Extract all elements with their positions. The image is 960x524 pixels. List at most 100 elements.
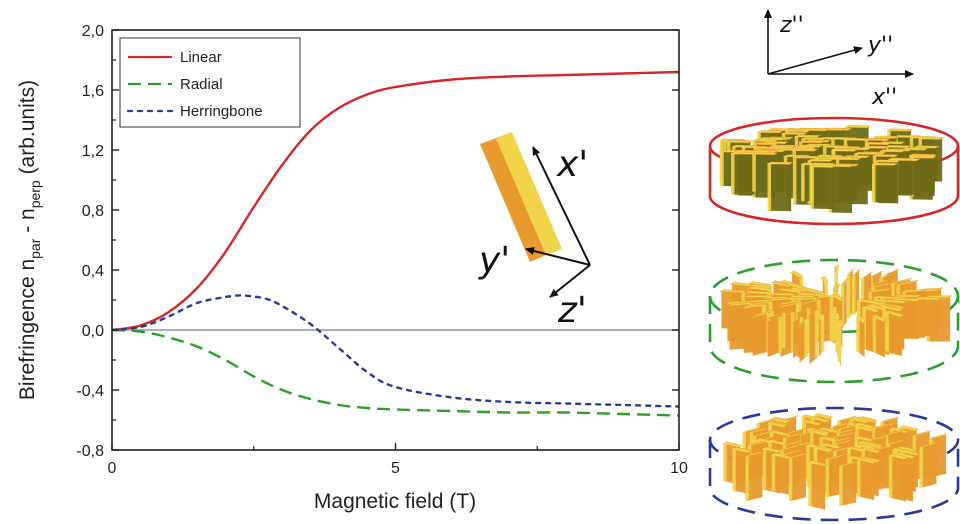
nanorod-top bbox=[731, 447, 752, 454]
nanorod-top bbox=[806, 158, 834, 162]
z-prime-axis-arrow bbox=[549, 264, 591, 298]
nanorod-top bbox=[727, 302, 753, 307]
nanorod-face bbox=[871, 163, 876, 202]
nanorod-top bbox=[782, 432, 802, 439]
disc-outline-front bbox=[708, 296, 960, 384]
nanorod-top bbox=[833, 439, 853, 446]
nanorod-top bbox=[825, 454, 845, 461]
nanorod-top bbox=[767, 439, 788, 446]
nanorod-face bbox=[752, 153, 756, 192]
legend-label-linear: Linear bbox=[180, 49, 222, 66]
nanorod-side bbox=[809, 461, 826, 510]
nanorod-side bbox=[827, 455, 843, 498]
nanorod-face bbox=[801, 163, 805, 202]
rod-front-face bbox=[496, 132, 562, 255]
nanorod-top bbox=[871, 282, 892, 289]
nanorod-top bbox=[839, 460, 859, 467]
nanorod-top bbox=[777, 302, 800, 309]
series-line-herringbone bbox=[112, 294, 679, 408]
nanorod-top bbox=[726, 140, 754, 144]
nanorod-top bbox=[886, 439, 906, 446]
nanorod-side bbox=[732, 152, 755, 195]
x-tick-label: 0 bbox=[108, 460, 117, 477]
disc-outline-front bbox=[708, 440, 960, 522]
nanorod-top bbox=[719, 289, 746, 293]
legend-label-radial: Radial bbox=[180, 76, 223, 93]
nanorod-side bbox=[793, 317, 802, 359]
nanorod-face bbox=[804, 319, 808, 357]
nanorod-side bbox=[767, 316, 781, 358]
nanorod-top bbox=[832, 436, 852, 443]
nanorod-top bbox=[769, 430, 790, 437]
y-prime-axis-arrow bbox=[525, 247, 591, 266]
nanorod-top bbox=[860, 447, 881, 454]
y-tick-label: 0,0 bbox=[82, 323, 104, 340]
nanorod-top bbox=[832, 284, 838, 293]
nanorod-top bbox=[756, 130, 784, 134]
nanorod-side bbox=[873, 163, 896, 203]
nanorod-top bbox=[860, 271, 874, 280]
series-layer bbox=[112, 70, 679, 417]
nanorod-top bbox=[722, 441, 743, 448]
nanorod-side bbox=[830, 165, 853, 213]
nanorod-top bbox=[873, 159, 901, 163]
nanorod-top bbox=[894, 294, 922, 298]
nanorod-top bbox=[900, 449, 921, 456]
nanorod-face bbox=[745, 455, 749, 501]
nanorod-face bbox=[806, 444, 810, 486]
nanorod-top bbox=[870, 279, 890, 286]
nanorod-top bbox=[872, 314, 888, 323]
nanorod-face bbox=[810, 166, 814, 209]
nanorod-top bbox=[800, 137, 828, 141]
nanorod-top bbox=[725, 300, 751, 305]
nanorod-top bbox=[846, 268, 855, 277]
nanorod-top bbox=[742, 295, 770, 298]
nanorod-side bbox=[887, 311, 902, 357]
nanorod-top bbox=[800, 298, 821, 306]
nanorod-top bbox=[912, 430, 932, 437]
nanorod-top bbox=[831, 148, 859, 152]
nanorod-face bbox=[762, 448, 767, 490]
x-axis-ticks: 0 5 10 bbox=[108, 443, 688, 477]
nanorod-top bbox=[780, 444, 800, 451]
nanorod-top bbox=[802, 419, 822, 426]
nanorod-top bbox=[829, 293, 845, 302]
x-prime-axis-arrow bbox=[532, 146, 591, 266]
nanorod-top bbox=[819, 427, 840, 434]
nanorod-top bbox=[751, 152, 779, 155]
nanorod-side bbox=[812, 166, 835, 210]
nanorod-top bbox=[747, 299, 773, 304]
nanorod-top bbox=[868, 287, 892, 293]
nanorod-top bbox=[781, 132, 808, 135]
nanorod-top bbox=[752, 142, 780, 146]
nanorod-top bbox=[851, 268, 862, 277]
legend: Linear Radial Herringbone bbox=[119, 37, 301, 128]
nanorod-top bbox=[756, 418, 776, 425]
nanorod-face bbox=[732, 448, 736, 491]
nanorod-side bbox=[769, 162, 792, 212]
nanorod-face bbox=[919, 446, 924, 488]
nanorod-face bbox=[839, 465, 843, 507]
nanorod-top bbox=[821, 442, 842, 449]
nanorod-top bbox=[881, 305, 904, 312]
nanorod-top bbox=[853, 152, 881, 155]
nanorod-top bbox=[865, 142, 892, 145]
nanorod-top bbox=[880, 416, 900, 423]
nanorod-face bbox=[837, 320, 842, 362]
nanorod-top bbox=[741, 303, 766, 309]
series-line-linear bbox=[112, 70, 679, 332]
nanorod-top bbox=[891, 278, 912, 285]
nanorod-face bbox=[820, 314, 825, 352]
nanorod-face bbox=[846, 275, 851, 319]
nanorod-face bbox=[814, 310, 819, 359]
nanorod-face bbox=[856, 316, 860, 352]
y-axis-title-sub-perp: perp bbox=[27, 180, 43, 208]
nanorod-side bbox=[874, 315, 886, 358]
nanorod-side bbox=[890, 454, 906, 502]
nanorod-top bbox=[837, 415, 857, 423]
nanorod-face bbox=[888, 454, 893, 498]
nanorod-top bbox=[879, 272, 896, 280]
nanorod-face bbox=[806, 307, 811, 353]
nanorod-top bbox=[746, 286, 772, 291]
nanorod-top bbox=[884, 310, 905, 318]
